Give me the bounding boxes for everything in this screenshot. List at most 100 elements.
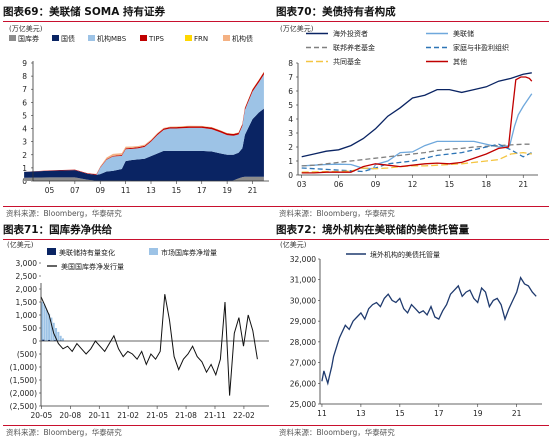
- x-tick: 21-11: [204, 411, 226, 420]
- y-tick: 3: [22, 138, 27, 147]
- fed-bar: [48, 339, 51, 341]
- y-tick: 5: [22, 111, 27, 120]
- title-text: 境外机构在美联储的美债托管量: [322, 224, 470, 236]
- legend-0: 美联储持有量变化: [59, 248, 115, 257]
- y-tick: 2,000: [16, 285, 38, 294]
- legend-2: 联邦养老基金: [333, 43, 375, 52]
- y-tick: 7: [22, 85, 27, 94]
- x-tick: 15: [395, 409, 405, 418]
- y-tick: 3: [288, 129, 293, 138]
- net-issuance-line: [40, 294, 258, 396]
- series-line-5: [301, 76, 533, 174]
- y-tick: 2: [22, 151, 27, 160]
- x-tick: 19: [473, 409, 483, 418]
- x-tick: 11: [121, 186, 131, 195]
- x-tick: 17: [434, 409, 444, 418]
- legend-1: 美联储: [453, 29, 474, 38]
- series-line-0: [301, 72, 532, 158]
- legend-swatch: [88, 35, 95, 41]
- legend-2: 美国国库券净发行量: [61, 262, 124, 271]
- source-note: 资料来源：Bloomberg，华泰研究: [6, 209, 122, 218]
- panel-soma: 图表69：美联储 SOMA 持有证券 (万亿美元) 国库券 国债 机构MBS TIPS F…: [3, 4, 276, 218]
- market-bar: [43, 304, 46, 341]
- market-bar: [50, 317, 53, 341]
- y-tick: 26,000: [290, 379, 316, 388]
- y-tick: 31,000: [290, 276, 316, 285]
- unit-label: (亿美元): [280, 241, 307, 249]
- panel-title: 图表72：境外机构在美联储的美债托管量: [276, 222, 549, 240]
- x-tick: 18: [482, 180, 492, 189]
- y-tick: 1: [288, 157, 293, 166]
- x-tick: 21: [248, 186, 258, 195]
- x-tick: 09: [95, 186, 105, 195]
- legend-2: 机构MBS: [97, 34, 127, 43]
- series-line-1: [301, 93, 533, 170]
- unit-label: (万亿美元): [280, 24, 314, 33]
- title-number: 图表71：: [3, 224, 50, 236]
- x-tick: 03: [297, 180, 307, 189]
- legend-5: 机构债: [232, 34, 253, 43]
- title-number: 图表70：: [276, 6, 323, 18]
- panel-holders: 图表70：美债持有者构成 (万亿美元) 海外投资者 美联储联邦养老基金 家庭与非盈利组…: [276, 4, 549, 218]
- market-bar: [59, 335, 62, 341]
- y-tick: 0: [32, 337, 37, 346]
- market-bar: [48, 313, 51, 341]
- y-tick: 6: [22, 98, 27, 107]
- legend-4: 共同基金: [333, 57, 361, 66]
- panel-title: 图表71：国库券净供给: [3, 222, 276, 240]
- x-tick: 20-11: [88, 411, 110, 420]
- x-tick: 05: [45, 186, 55, 195]
- title-text: 美债持有者构成: [322, 6, 396, 18]
- y-tick: 30,000: [290, 296, 316, 305]
- y-tick: 9: [22, 59, 27, 68]
- market-bar: [55, 328, 58, 341]
- y-tick: 4: [288, 115, 293, 124]
- panel-bill-supply: 图表71：国库券净供给 (亿美元) 美联储持有量变化 市场国库券净增量 美国国库券净发…: [3, 222, 276, 437]
- source-note: 资料来源：Bloomberg，华泰研究: [279, 209, 395, 218]
- y-tick: 29,000: [290, 317, 316, 326]
- legend-3: 家庭与非盈利组织: [453, 43, 509, 52]
- custody-line-chart: (亿美元) 境外机构的美债托管量 25,000 26,000 27,000 28,000 2…: [280, 241, 542, 418]
- market-bar: [45, 309, 48, 341]
- y-tick: (500): [17, 350, 37, 359]
- legend-0: 境外机构的美债托管量: [370, 250, 440, 259]
- panel-title: 图表70：美债持有者构成: [276, 4, 549, 22]
- fed-bar: [42, 339, 45, 341]
- x-tick: 21-02: [117, 411, 139, 420]
- y-tick: 5: [288, 101, 293, 110]
- legend-swatch: [52, 35, 59, 41]
- legend-4: FRN: [194, 35, 208, 43]
- x-tick: 20-05: [30, 411, 52, 420]
- area-0: [24, 176, 264, 181]
- x-tick: 21: [512, 409, 522, 418]
- title-text: 国库券净供给: [49, 224, 113, 236]
- x-tick: 21: [518, 180, 528, 189]
- x-tick: 11: [317, 409, 327, 418]
- y-tick: 1,500: [16, 298, 38, 307]
- y-tick: (1,000): [10, 363, 37, 372]
- y-tick: 2,500: [16, 272, 38, 281]
- x-tick: 21-05: [146, 411, 168, 420]
- y-tick: 27,000: [290, 359, 316, 368]
- y-tick: 1,000: [16, 311, 38, 320]
- x-tick: 21-08: [175, 411, 197, 420]
- x-tick: 09: [371, 180, 381, 189]
- y-tick: (2,500): [10, 402, 37, 411]
- title-number: 图表69：: [3, 6, 50, 18]
- series-line-2: [301, 143, 532, 167]
- x-tick: 15: [172, 186, 182, 195]
- panel-title: 图表69：美联储 SOMA 持有证券: [3, 4, 276, 22]
- y-tick: 500: [23, 324, 38, 333]
- x-tick: 06: [334, 180, 344, 189]
- y-tick: 7: [288, 73, 293, 82]
- x-tick: 20-08: [59, 411, 81, 420]
- market-bar: [41, 302, 44, 341]
- y-tick: 3,000: [16, 259, 38, 268]
- y-tick: 25,000: [290, 400, 316, 409]
- y-tick: 4: [22, 125, 27, 134]
- custody-line: [321, 275, 537, 386]
- source-note: 资料来源：Bloomberg，华泰研究: [6, 428, 122, 437]
- legend-1: 国债: [61, 34, 75, 43]
- legend-0: 海外投资者: [333, 29, 368, 38]
